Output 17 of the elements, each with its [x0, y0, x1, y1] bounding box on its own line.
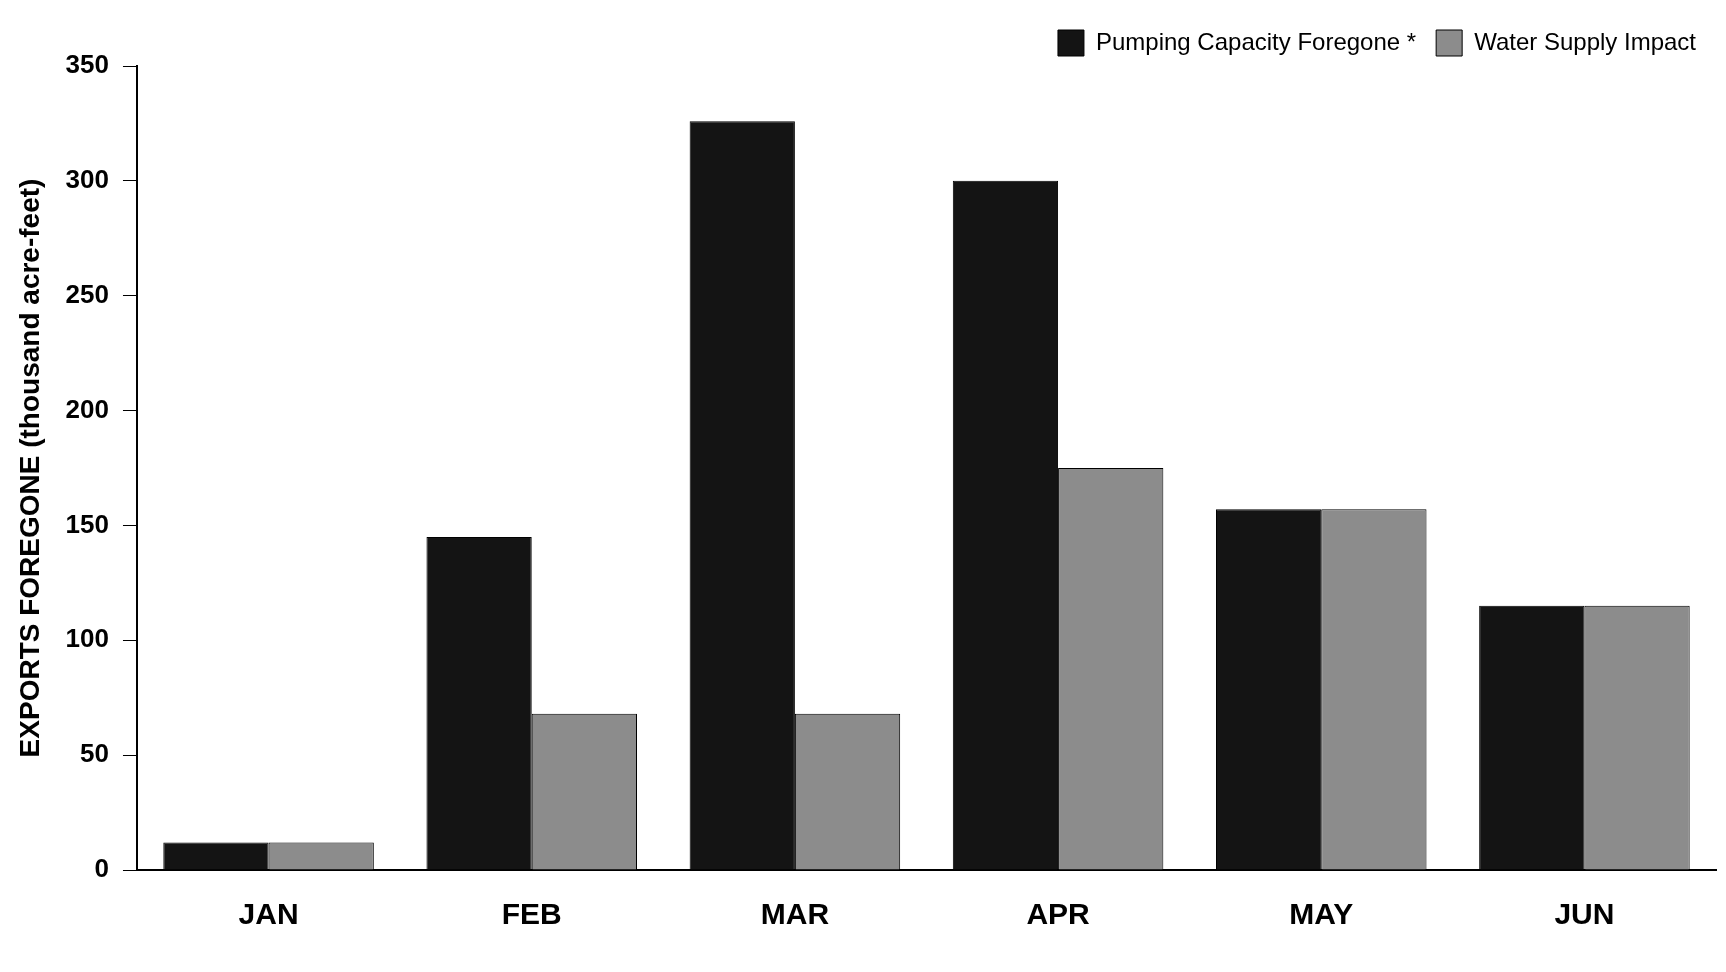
x-tick-label: JUN	[1554, 897, 1615, 931]
y-tick-label: 300	[65, 164, 109, 195]
y-tick-label: 0	[94, 853, 109, 884]
y-tick-label: 150	[65, 508, 109, 539]
x-tick-label: MAR	[760, 897, 830, 931]
x-tick-label: APR	[1026, 897, 1091, 931]
x-tick-label: JAN	[238, 897, 299, 931]
y-tick-label: 350	[65, 49, 109, 80]
y-tick-label: 250	[65, 278, 109, 309]
y-tick-label: 200	[65, 393, 109, 424]
legend-label: Water Supply Impact	[1474, 27, 1697, 55]
x-tick-label: MAY	[1289, 897, 1354, 931]
legend-label: Pumping Capacity Foregone *	[1095, 27, 1417, 55]
x-tick-label: FEB	[501, 897, 562, 931]
y-tick-label: 50	[80, 738, 109, 769]
y-tick-label: 100	[65, 623, 109, 654]
y-axis-title: EXPORTS FOREGONE (thousand acre-feet)	[13, 178, 45, 758]
